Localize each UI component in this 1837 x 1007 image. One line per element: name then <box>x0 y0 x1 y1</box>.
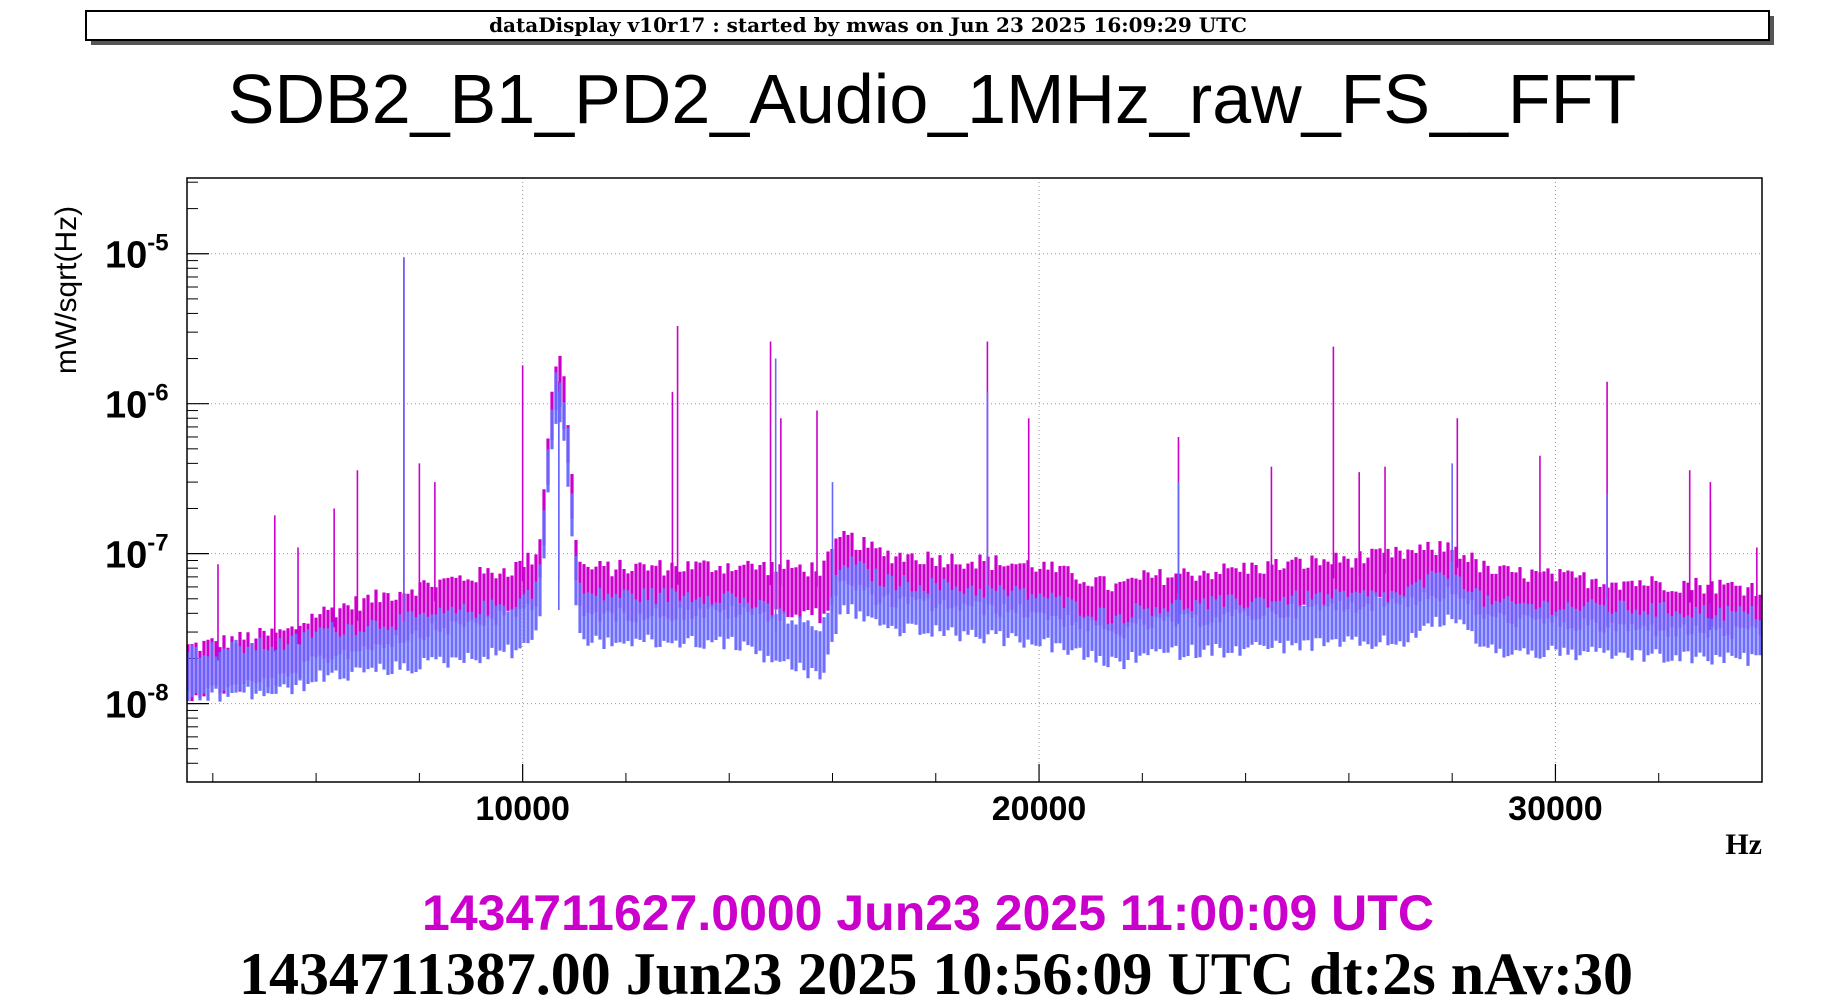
series-noise-band <box>186 372 1762 702</box>
x-tick-labels: 10000 20000 30000 <box>475 790 1602 828</box>
x-tick-label: 30000 <box>1508 790 1603 828</box>
y-tick-label: 10-5 <box>105 230 169 277</box>
y-tick-labels: 10-8 10-7 10-6 10-5 <box>105 230 169 727</box>
footer-line-2: 1434711387.00 Jun23 2025 10:56:09 UTC dt… <box>239 941 1633 1007</box>
header-text: dataDisplay v10r17 : started by mwas on … <box>489 13 1247 37</box>
series-layer <box>186 257 1762 702</box>
y-tick-label: 10-7 <box>105 530 169 577</box>
header-box: dataDisplay v10r17 : started by mwas on … <box>85 10 1774 45</box>
minor-ticks <box>187 181 1763 783</box>
x-tick-label: 10000 <box>475 790 570 828</box>
footer-line-1: 1434711627.0000 Jun23 2025 11:00:09 UTC <box>422 885 1434 941</box>
grid <box>187 178 1762 782</box>
y-axis-label: mW/sqrt(Hz) <box>50 206 83 374</box>
x-axis-label: Hz <box>1725 828 1762 861</box>
x-tick-label: 20000 <box>992 790 1087 828</box>
y-tick-label: 10-6 <box>105 380 169 427</box>
plot-frame <box>186 177 1763 783</box>
chart-title: SDB2_B1_PD2_Audio_1MHz_raw_FS__FFT <box>228 60 1636 138</box>
y-tick-label: 10-8 <box>105 680 169 727</box>
